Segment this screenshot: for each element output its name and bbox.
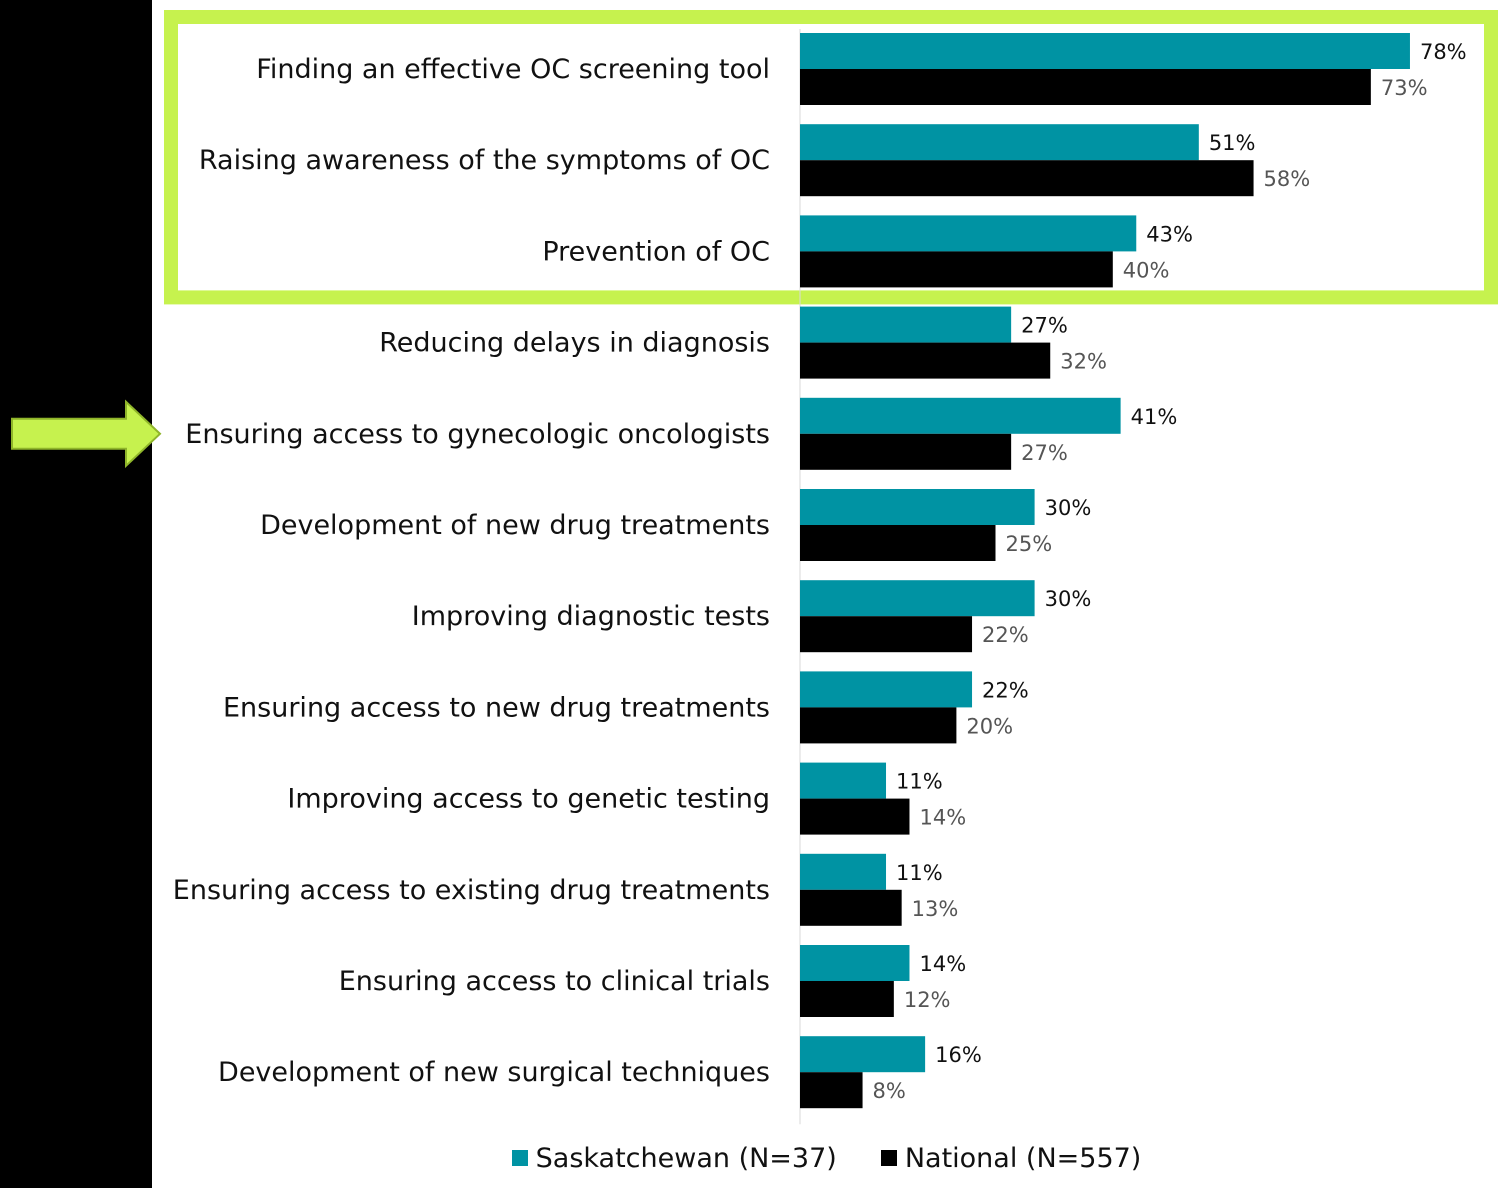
category-label-6: Improving diagnostic tests (412, 601, 770, 632)
value-label-series-0-cat-10: 14% (919, 952, 966, 976)
bar-series-1-cat-4 (800, 433, 1012, 470)
value-label-series-0-cat-11: 16% (935, 1043, 982, 1067)
category-label-1: Raising awareness of the symptoms of OC (199, 145, 770, 176)
value-label-series-1-cat-0: 73% (1381, 76, 1428, 100)
value-label-series-1-cat-8: 14% (919, 806, 966, 830)
bar-series-1-cat-8 (800, 798, 910, 835)
bar-series-0-cat-2 (800, 215, 1137, 252)
value-label-series-0-cat-8: 11% (896, 770, 943, 794)
value-label-series-1-cat-1: 58% (1264, 167, 1311, 191)
category-label-5: Development of new drug treatments (260, 510, 770, 541)
category-label-8: Improving access to genetic testing (287, 784, 770, 815)
bar-series-1-cat-1 (800, 160, 1254, 197)
value-label-series-1-cat-3: 32% (1060, 350, 1107, 374)
bar-series-1-cat-6 (800, 616, 973, 653)
category-label-4: Ensuring access to gynecologic oncologis… (185, 419, 770, 450)
highlight-frame (164, 10, 1498, 305)
value-label-series-0-cat-5: 30% (1045, 496, 1092, 520)
value-label-series-0-cat-3: 27% (1021, 314, 1068, 338)
bar-series-1-cat-10 (800, 981, 894, 1017)
value-label-series-1-cat-10: 12% (904, 988, 951, 1012)
legend-swatch-series-1 (880, 1150, 897, 1166)
value-label-series-1-cat-4: 27% (1021, 441, 1068, 465)
category-label-10: Ensuring access to clinical trials (339, 966, 770, 997)
bar-series-1-cat-9 (800, 889, 902, 926)
value-label-series-0-cat-0: 78% (1420, 40, 1467, 64)
value-label-series-1-cat-2: 40% (1123, 258, 1170, 282)
bar-series-0-cat-7 (800, 671, 973, 708)
bar-series-1-cat-11 (800, 1072, 863, 1109)
bar-series-0-cat-1 (800, 124, 1199, 161)
bar-series-0-cat-5 (800, 489, 1035, 525)
value-label-series-0-cat-7: 22% (982, 678, 1029, 702)
value-label-series-0-cat-9: 11% (896, 861, 943, 885)
category-label-0: Finding an effective OC screening tool (256, 54, 770, 85)
value-label-series-1-cat-6: 22% (982, 623, 1029, 647)
value-label-series-1-cat-11: 8% (873, 1079, 906, 1103)
category-label-9: Ensuring access to existing drug treatme… (173, 875, 770, 906)
value-label-series-1-cat-7: 20% (966, 714, 1013, 738)
bar-series-0-cat-6 (800, 580, 1035, 617)
value-label-series-0-cat-6: 30% (1045, 587, 1092, 611)
category-label-2: Prevention of OC (542, 236, 770, 267)
legend-label-series-0: Saskatchewan (N=37) (535, 1142, 837, 1174)
value-label-series-0-cat-1: 51% (1209, 131, 1256, 155)
legend-item-series-1: National (N=557) (880, 1142, 1142, 1174)
bar-series-1-cat-2 (800, 251, 1113, 288)
bar-series-0-cat-0 (800, 33, 1410, 69)
bar-series-1-cat-7 (800, 707, 957, 744)
value-label-series-1-cat-5: 25% (1006, 532, 1053, 556)
highlight-arrow-icon (11, 399, 162, 469)
bar-series-0-cat-8 (800, 762, 887, 799)
bar-series-1-cat-0 (800, 69, 1371, 105)
category-label-11: Development of new surgical techniques (218, 1057, 770, 1088)
bar-series-0-cat-9 (800, 853, 887, 890)
bar-series-1-cat-5 (800, 525, 996, 561)
legend-label-series-1: National (N=557) (904, 1142, 1142, 1174)
legend-swatch-series-0 (511, 1150, 528, 1166)
bar-series-0-cat-3 (800, 306, 1012, 343)
legend: Saskatchewan (N=37) National (N=557) (0, 1138, 1498, 1178)
bar-series-0-cat-11 (800, 1036, 926, 1073)
value-label-series-1-cat-9: 13% (912, 897, 959, 921)
value-label-series-0-cat-2: 43% (1146, 222, 1193, 246)
category-label-7: Ensuring access to new drug treatments (223, 692, 770, 723)
bar-series-0-cat-4 (800, 397, 1121, 434)
bar-series-0-cat-10 (800, 945, 910, 981)
value-label-series-0-cat-4: 41% (1131, 405, 1178, 429)
legend-item-series-0: Saskatchewan (N=37) (511, 1142, 837, 1174)
category-label-3: Reducing delays in diagnosis (379, 328, 770, 359)
bar-series-1-cat-3 (800, 342, 1051, 379)
